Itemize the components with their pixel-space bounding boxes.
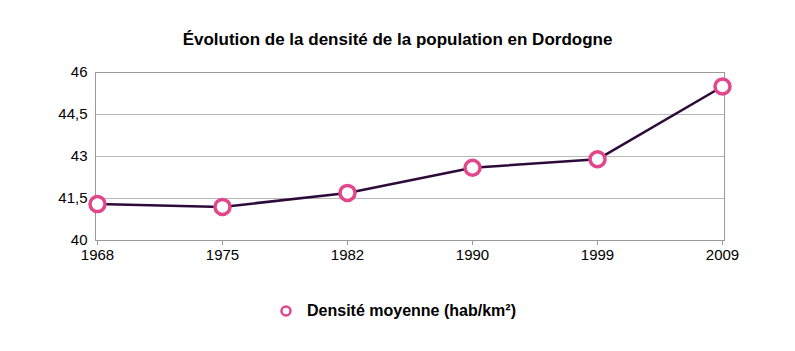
html-text:Densité moyenne (hab/km²): Densité moyenne (hab/km²) — [307, 302, 516, 319]
svg-text:1982: 1982 — [331, 246, 364, 263]
html-text:Évolution de la densité de la: Évolution de la densité de la population… — [182, 30, 613, 49]
svg-text:1990: 1990 — [456, 246, 489, 263]
svg-text:1975: 1975 — [206, 246, 239, 263]
svg-text:43: 43 — [71, 147, 88, 164]
svg-text:40: 40 — [71, 231, 88, 248]
svg-text:44,5: 44,5 — [58, 105, 87, 122]
svg-text:46: 46 — [71, 63, 88, 80]
svg-text:1999: 1999 — [581, 246, 614, 263]
svg-text:2009: 2009 — [706, 246, 739, 263]
svg-text:1968: 1968 — [81, 246, 114, 263]
svg-text:41,5: 41,5 — [58, 189, 87, 206]
